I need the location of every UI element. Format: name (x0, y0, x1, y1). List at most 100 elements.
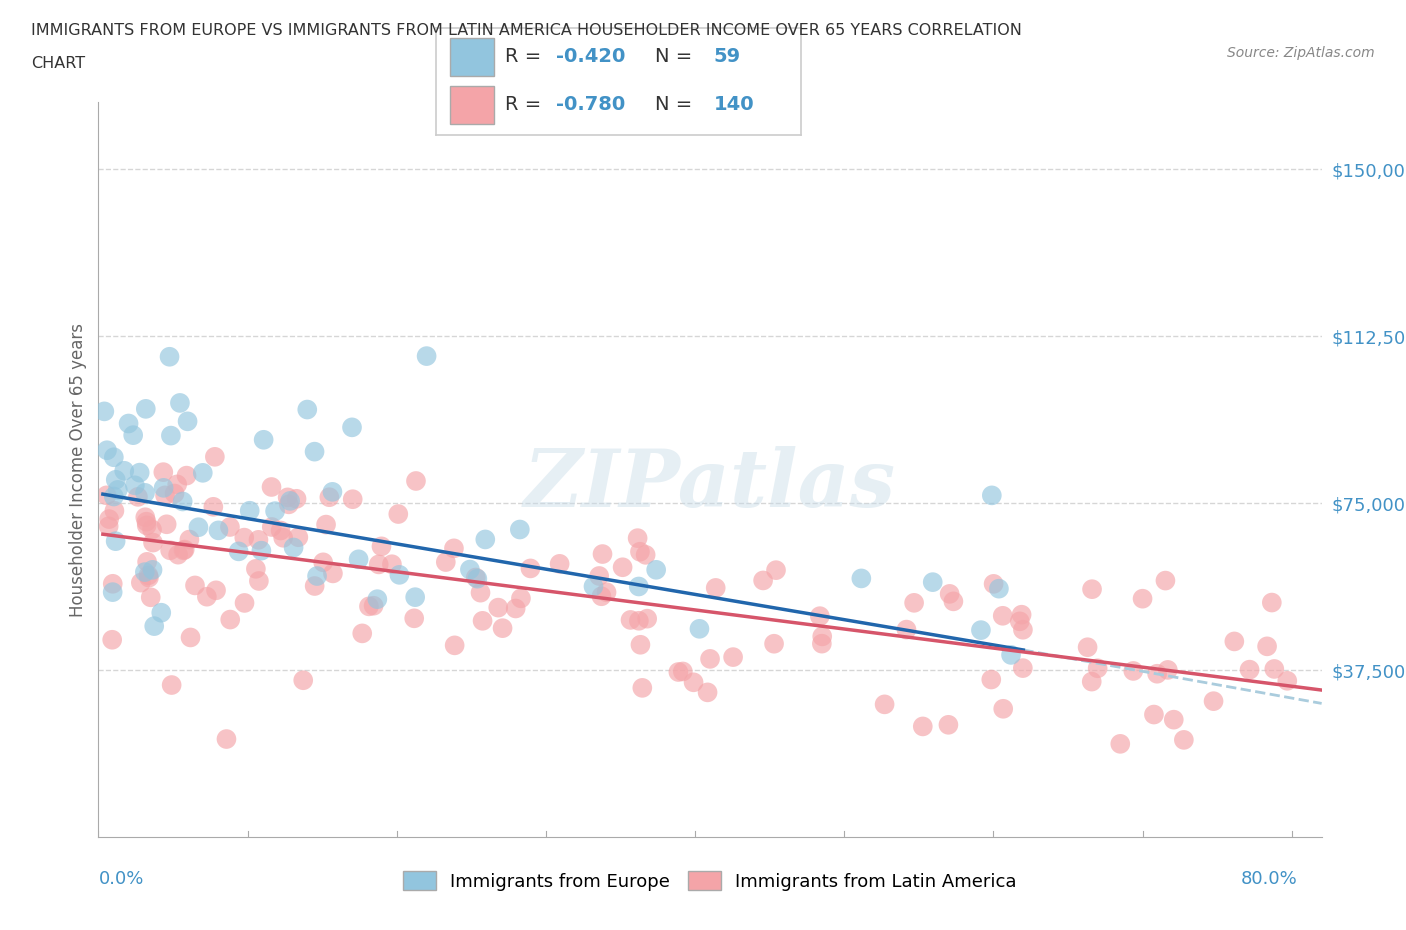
Point (1223, 634, 1246, 649)
Point (1109, 737, 1132, 751)
Point (245, 562, 267, 577)
Point (765, 563, 787, 578)
Point (215, 732, 238, 747)
Point (96, 443, 118, 458)
Point (921, 575, 943, 590)
Point (1012, 622, 1035, 637)
Point (682, 675, 704, 690)
Point (548, 556, 571, 571)
Point (101, 632, 124, 647)
Point (169, 395, 191, 410)
Point (471, 614, 494, 629)
Point (97, 519, 120, 534)
Point (247, 574, 270, 589)
Point (129, 575, 152, 590)
Point (98, 512, 121, 526)
Point (1011, 660, 1033, 675)
Point (270, 523, 292, 538)
Point (247, 532, 270, 547)
Point (636, 611, 658, 626)
Point (1077, 640, 1099, 655)
Point (1000, 647, 1022, 662)
Point (628, 544, 651, 559)
Point (370, 538, 392, 553)
Point (321, 485, 343, 499)
Point (112, 463, 135, 478)
Text: Source: ZipAtlas.com: Source: ZipAtlas.com (1227, 46, 1375, 60)
Point (173, 543, 195, 558)
Point (160, 428, 183, 443)
Point (187, 520, 209, 535)
Point (150, 605, 173, 620)
Point (630, 637, 652, 652)
Y-axis label: Householder Income Over 65 years: Householder Income Over 65 years (69, 323, 87, 617)
Point (228, 544, 250, 559)
Point (322, 566, 344, 581)
Point (1132, 591, 1154, 606)
Point (1081, 582, 1104, 597)
Point (264, 504, 287, 519)
Point (352, 626, 374, 641)
Point (163, 486, 186, 501)
Point (122, 428, 145, 443)
Point (366, 591, 388, 606)
Point (166, 477, 188, 492)
Point (592, 547, 614, 562)
Point (152, 481, 174, 496)
Point (631, 681, 654, 696)
Point (1263, 661, 1285, 676)
Text: -0.780: -0.780 (557, 96, 626, 114)
Point (287, 530, 309, 545)
Point (167, 547, 190, 562)
Point (202, 499, 225, 514)
Point (205, 583, 228, 598)
Point (467, 571, 489, 586)
Point (315, 517, 337, 532)
Point (312, 555, 335, 570)
Text: R =: R = (505, 47, 548, 66)
Point (896, 622, 918, 637)
Point (627, 613, 650, 628)
Text: N =: N = (655, 47, 699, 66)
Point (304, 578, 326, 593)
Point (103, 450, 125, 465)
Point (127, 489, 149, 504)
Point (101, 585, 124, 600)
Point (980, 488, 1002, 503)
Point (156, 517, 179, 532)
Point (811, 629, 834, 644)
Point (180, 630, 202, 644)
Point (987, 581, 1010, 596)
Point (938, 587, 960, 602)
Point (179, 532, 201, 547)
Legend: Immigrants from Europe, Immigrants from Latin America: Immigrants from Europe, Immigrants from … (396, 863, 1024, 897)
Point (505, 601, 527, 616)
Point (318, 490, 340, 505)
Point (938, 717, 960, 732)
Point (588, 568, 610, 583)
Point (752, 573, 775, 588)
Point (107, 483, 129, 498)
Point (239, 503, 262, 518)
FancyBboxPatch shape (450, 37, 495, 76)
Point (363, 598, 385, 613)
Point (207, 523, 229, 538)
Point (612, 560, 634, 575)
Point (721, 650, 744, 665)
Point (367, 557, 389, 572)
Point (135, 518, 157, 533)
Point (470, 585, 492, 600)
Point (434, 554, 457, 569)
Point (191, 465, 214, 480)
Point (260, 520, 283, 535)
Point (851, 571, 873, 586)
Point (159, 543, 181, 558)
Point (1239, 662, 1261, 677)
Point (153, 488, 176, 503)
Point (991, 608, 1014, 623)
Point (1143, 707, 1166, 722)
Point (134, 565, 156, 579)
FancyBboxPatch shape (450, 86, 495, 125)
Point (278, 494, 301, 509)
Point (1008, 614, 1031, 629)
